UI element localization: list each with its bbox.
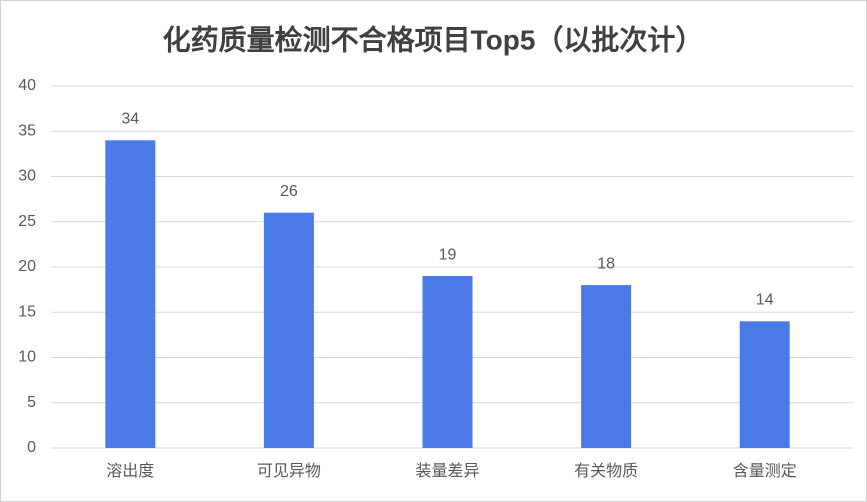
chart-title: 化药质量检测不合格项目Top5（以批次计）	[163, 23, 704, 55]
bar	[422, 276, 473, 448]
y-tick-label: 10	[18, 349, 36, 366]
y-tick-label: 35	[18, 122, 36, 139]
y-tick-label: 30	[18, 168, 36, 185]
data-label: 34	[121, 111, 139, 128]
bar	[581, 285, 632, 448]
data-label: 26	[280, 183, 298, 200]
x-tick-label: 有关物质	[574, 462, 638, 480]
y-tick-label: 40	[18, 77, 36, 94]
data-label: 19	[439, 246, 457, 263]
y-tick-label: 20	[18, 258, 36, 275]
x-tick-label: 溶出度	[106, 462, 154, 480]
y-tick-label: 5	[27, 394, 36, 411]
bar	[105, 140, 156, 449]
data-label: 18	[597, 255, 615, 272]
y-tick-label: 25	[18, 213, 36, 230]
bar	[263, 212, 314, 448]
x-tick-label: 含量测定	[733, 462, 797, 480]
bar	[739, 321, 790, 448]
x-tick-label: 可见异物	[257, 462, 321, 480]
y-tick-label: 0	[27, 439, 36, 456]
data-label: 14	[756, 292, 774, 309]
y-tick-label: 15	[18, 303, 36, 320]
x-tick-label: 装量差异	[415, 462, 479, 480]
